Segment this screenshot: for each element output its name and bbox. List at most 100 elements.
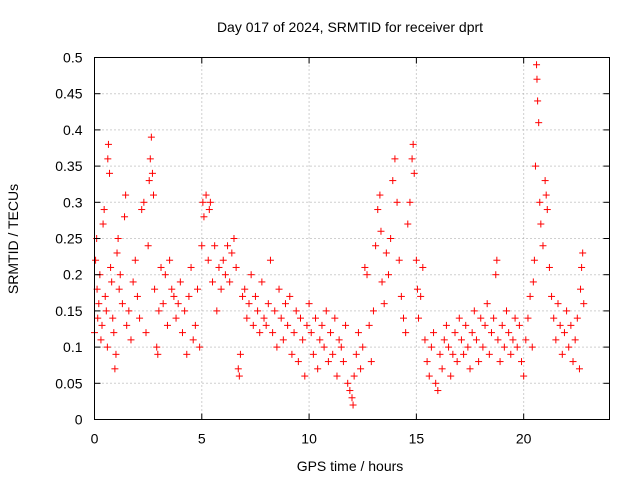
data-point (329, 350, 337, 358)
data-point (249, 321, 257, 329)
data-point (247, 271, 255, 279)
data-point (552, 336, 560, 344)
data-point (118, 300, 126, 308)
data-point (554, 300, 562, 308)
data-point (533, 75, 541, 83)
data-point (492, 271, 500, 279)
data-point (349, 401, 357, 409)
data-point (387, 235, 395, 242)
data-point (318, 321, 326, 329)
data-point (579, 249, 587, 257)
data-point (217, 285, 225, 293)
data-point (440, 336, 448, 344)
data-point (350, 372, 358, 380)
data-point (500, 343, 508, 351)
data-point (111, 365, 119, 373)
data-point (277, 314, 285, 322)
data-point (236, 350, 244, 358)
data-point (436, 350, 444, 358)
data-point (425, 372, 433, 380)
data-point (543, 206, 551, 214)
data-point (507, 350, 515, 358)
data-point (200, 213, 208, 221)
data-point (178, 329, 186, 337)
data-point (513, 343, 521, 351)
data-point (269, 329, 277, 337)
data-point (211, 242, 219, 250)
data-point (524, 314, 532, 322)
data-point (286, 292, 294, 300)
y-axis-label: SRMTID / TECUs (5, 184, 21, 294)
data-point (337, 343, 345, 351)
data-point (256, 329, 264, 337)
data-point (535, 119, 543, 127)
data-point (558, 350, 566, 358)
data-point (122, 191, 130, 199)
data-point (168, 285, 176, 293)
data-point (230, 235, 238, 242)
data-point (438, 365, 446, 373)
data-point (427, 343, 435, 351)
data-point (301, 372, 309, 380)
data-point (241, 285, 249, 293)
data-point (580, 300, 588, 308)
data-point (316, 336, 324, 344)
data-point (335, 336, 343, 344)
data-point (483, 300, 491, 308)
data-point (322, 307, 330, 315)
data-point (333, 372, 341, 380)
data-point (413, 285, 421, 293)
x-axis-label: GPS time / hours (297, 458, 404, 474)
data-point (314, 365, 322, 373)
data-point (146, 155, 154, 163)
y-tick-label: 0.2 (63, 267, 83, 283)
data-point (511, 314, 519, 322)
data-point (166, 256, 174, 264)
data-point (453, 358, 461, 366)
data-point (415, 314, 423, 322)
data-point (103, 343, 111, 351)
data-point (442, 321, 450, 329)
data-point (116, 271, 124, 279)
data-point (226, 278, 234, 286)
data-point (125, 307, 133, 315)
data-point (194, 285, 201, 293)
data-point (115, 285, 123, 293)
data-point (384, 271, 392, 279)
data-point (288, 350, 296, 358)
data-point (114, 235, 122, 242)
data-point (94, 314, 102, 322)
data-point (539, 242, 547, 250)
x-tick-label: 10 (301, 431, 317, 447)
data-point (344, 379, 352, 387)
data-point (505, 329, 513, 337)
data-point (342, 321, 350, 329)
y-tick-label: 0.1 (63, 339, 83, 355)
data-point (472, 336, 480, 344)
data-point (369, 307, 377, 315)
y-tick-label: 0.45 (55, 86, 82, 102)
data-point (100, 206, 108, 214)
data-point (496, 358, 504, 366)
data-point (526, 292, 534, 300)
data-point (243, 314, 251, 322)
data-point (357, 365, 365, 373)
data-point (189, 336, 197, 344)
data-point (150, 191, 158, 199)
data-point (563, 307, 571, 315)
data-point (198, 242, 206, 250)
data-point (490, 314, 498, 322)
data-point (571, 336, 579, 344)
data-point (410, 169, 418, 177)
data-point (421, 336, 429, 344)
data-point (209, 278, 217, 286)
data-point (239, 292, 247, 300)
data-point (515, 321, 523, 329)
data-point (104, 155, 112, 163)
data-point (133, 292, 141, 300)
data-point (537, 220, 545, 228)
data-point (434, 387, 442, 395)
data-point (232, 263, 240, 271)
data-point (417, 292, 425, 300)
